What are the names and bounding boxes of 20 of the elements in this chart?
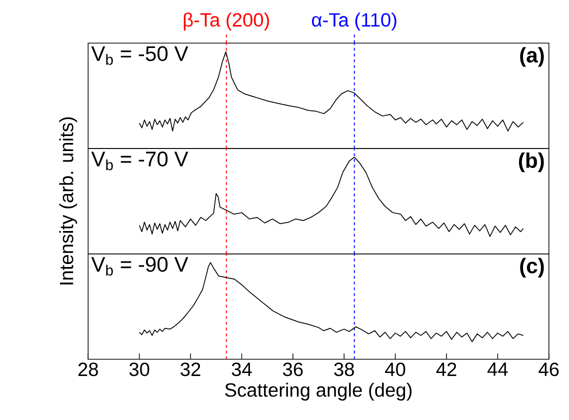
x-tick-label: 42 xyxy=(436,362,456,376)
x-tick-label: 36 xyxy=(282,362,303,376)
annotation: V$_{b}$ = -90 V xyxy=(91,257,188,276)
annotation: V$_{b}$ = -50 V xyxy=(91,46,188,66)
x-tick-label: 34 xyxy=(232,362,252,376)
annotation: V$_{b}$ = -70 V xyxy=(91,152,188,170)
x-tick-label: 30 xyxy=(129,362,150,376)
y-axis-title: Intensity (arb. units) xyxy=(59,118,78,285)
annotation: (a) xyxy=(520,47,544,67)
x-axis-title: Scattering angle (deg) xyxy=(225,382,412,401)
x-tick-label: 46 xyxy=(538,362,559,376)
annotation: (b) xyxy=(518,152,544,172)
x-tick-label: 32 xyxy=(180,362,200,376)
annotation: (c) xyxy=(520,258,544,278)
x-tick-label: 40 xyxy=(385,362,406,376)
x-tick-label: 38 xyxy=(334,362,354,376)
ref-line-label: β-Ta (200) xyxy=(184,12,269,31)
x-tick-label: 44 xyxy=(487,362,508,376)
ref-line-label: α-Ta (110) xyxy=(312,12,396,31)
x-tick-label: 28 xyxy=(78,362,98,376)
